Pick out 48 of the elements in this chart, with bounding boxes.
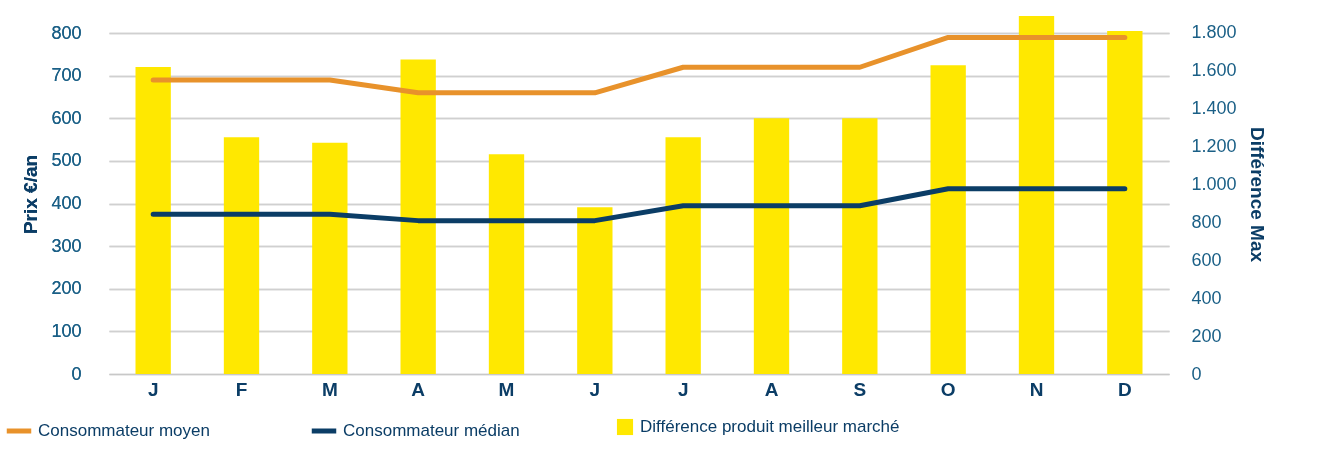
y2-axis-title: Différence Max [1246, 126, 1268, 263]
y2-tick-label: 800 [1191, 211, 1222, 232]
y2-tick-label: 1.000 [1191, 174, 1237, 195]
bar [312, 142, 348, 374]
bar [753, 118, 790, 374]
y-tick-label: 600 [51, 107, 82, 128]
x-tick-label: A [764, 378, 779, 400]
x-tick-label: J [589, 378, 601, 400]
y-tick-label: 100 [51, 320, 82, 341]
x-tick-label: M [321, 378, 338, 400]
x-tick-label: J [147, 378, 159, 400]
legend-label: Différence produit meilleur marché [640, 417, 900, 436]
y2-tick-label: 1.800 [1191, 22, 1237, 43]
x-tick-label: S [853, 378, 867, 400]
y-axis-title: Prix €/an [20, 154, 42, 235]
bar [223, 137, 260, 374]
y-tick-label: 800 [51, 22, 82, 43]
y2-tick-label: 0 [1191, 363, 1202, 384]
bar [135, 67, 171, 374]
bar [488, 154, 525, 374]
x-tick-label: O [940, 378, 956, 400]
y-tick-label: 700 [51, 65, 82, 86]
y2-tick-label: 200 [1191, 325, 1222, 346]
y-tick-label: 500 [51, 150, 82, 171]
bar [577, 207, 613, 374]
bar [842, 118, 878, 374]
x-tick-label: D [1117, 378, 1132, 400]
bar [1107, 31, 1143, 374]
y-tick-label: 300 [51, 235, 82, 256]
y2-tick-label: 600 [1191, 249, 1222, 270]
bar [930, 65, 966, 374]
legend-label: Consommateur médian [343, 421, 520, 440]
y-tick-label: 200 [51, 278, 82, 299]
y2-tick-label: 1.600 [1191, 60, 1237, 81]
x-tick-label: F [235, 378, 248, 400]
x-tick-label: J [677, 378, 689, 400]
y2-tick-label: 1.200 [1191, 136, 1237, 157]
bar [400, 59, 436, 374]
y2-tick-label: 400 [1191, 287, 1222, 308]
bar [1018, 15, 1055, 374]
y-tick-label: 0 [71, 363, 82, 384]
bar [665, 137, 701, 374]
x-tick-label: N [1029, 378, 1044, 400]
y-tick-label: 400 [51, 193, 82, 214]
x-tick-label: M [498, 378, 515, 400]
legend-label: Consommateur moyen [38, 421, 210, 440]
x-tick-label: A [411, 378, 426, 400]
y2-tick-label: 1.400 [1191, 98, 1237, 119]
